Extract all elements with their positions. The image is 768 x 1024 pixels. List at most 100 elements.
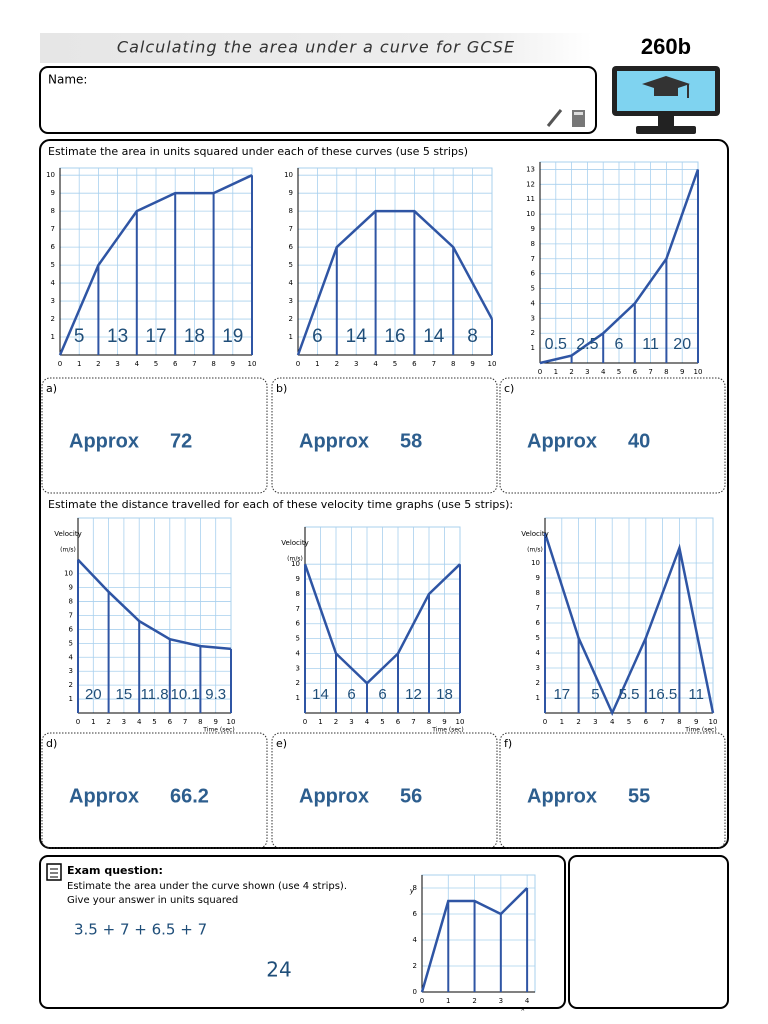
y-tick-label: 1 [51, 333, 55, 341]
x-tick-label: 2 [576, 718, 580, 726]
y-tick-label: 9 [289, 189, 293, 197]
strip-area: 11.8 [140, 686, 168, 703]
y-tick-label: 9 [51, 189, 55, 197]
x-tick-label: 10 [227, 718, 236, 726]
x-tick-label: 1 [318, 718, 322, 726]
strip-area: 12 [405, 686, 422, 703]
y-tick-label: 8 [536, 589, 540, 597]
y-tick-label: 1 [296, 694, 300, 702]
y-axis-label: Velocity [521, 530, 548, 538]
answer-value: 66.2 [170, 785, 209, 807]
working: 3.5 + 7 + 6.5 + 7 [74, 921, 207, 939]
x-tick-label: 2 [334, 718, 338, 726]
strip-area: 16 [384, 326, 405, 347]
approx-text: Approx [527, 785, 597, 807]
x-tick-label: 10 [456, 718, 465, 726]
x-tick-label: 1 [77, 360, 81, 368]
answer-label: d) [46, 737, 57, 750]
x-tick-label: 6 [412, 360, 417, 368]
y-axis-label: Velocity [54, 530, 81, 538]
x-tick-label: 5 [627, 718, 631, 726]
answer-value: 55 [628, 785, 650, 807]
x-tick-label: 7 [660, 718, 664, 726]
y-tick-label: 8 [69, 598, 73, 606]
answer-value: 40 [628, 430, 650, 452]
x-tick-label: 1 [560, 718, 564, 726]
x-tick-label: 9 [442, 718, 446, 726]
x-tick-label: 4 [525, 997, 530, 1005]
x-tick-label: 8 [677, 718, 681, 726]
approx-text: Approx [69, 430, 139, 452]
y-tick-label: 3 [289, 297, 293, 305]
x-tick-label: 5 [152, 718, 156, 726]
x-tick-label: 10 [488, 360, 497, 368]
exam-text: Estimate the area under the curve shown … [67, 881, 347, 892]
y-tick-label: 7 [531, 255, 535, 263]
x-tick-label: 5 [617, 368, 621, 376]
y-tick-label: 3 [69, 667, 73, 675]
strip-area: 14 [346, 326, 368, 347]
answer-box [271, 377, 498, 494]
x-tick-label: 9 [213, 718, 217, 726]
x-tick-label: 2 [472, 997, 476, 1005]
y-tick-label: 8 [289, 207, 293, 215]
x-tick-label: 8 [427, 718, 431, 726]
y-tick-label: 7 [69, 612, 73, 620]
y-tick-label: 5 [296, 635, 300, 643]
y-tick-label: 6 [51, 243, 56, 251]
y-tick-label: 10 [64, 570, 73, 578]
approx-text: Approx [299, 430, 369, 452]
strip-area: 10.1 [170, 686, 199, 703]
y-tick-label: 2 [413, 962, 417, 970]
exam-text: Give your answer in units squared [67, 895, 238, 906]
trapezium-tops [77, 558, 232, 651]
y-axis-unit: (m/s) [527, 547, 543, 554]
x-tick-label: 8 [451, 360, 455, 368]
y-tick-label: 4 [531, 299, 536, 307]
name-box [39, 66, 597, 134]
y-tick-label: 9 [69, 584, 73, 592]
x-tick-label: 3 [115, 360, 119, 368]
strip-area: 14 [312, 686, 329, 703]
title: Calculating the area under a curve for G… [117, 38, 515, 57]
x-tick-label: 5 [393, 360, 397, 368]
y-tick-label: 4 [69, 653, 74, 661]
x-tick-label: 3 [499, 997, 503, 1005]
y-tick-label: 2 [69, 681, 73, 689]
strip-area: 16.5 [648, 686, 677, 703]
strip-area: 6 [347, 686, 355, 703]
y-tick-label: 4 [296, 649, 301, 657]
answer-box [41, 732, 268, 849]
x-tick-label: 9 [694, 718, 698, 726]
y-tick-label: 5 [69, 639, 73, 647]
y-tick-label: 4 [51, 279, 56, 287]
y-tick-label: 6 [296, 620, 301, 628]
y-tick-label: 5 [289, 261, 293, 269]
y-tick-label: 3 [531, 314, 535, 322]
x-tick-label: 10 [248, 360, 257, 368]
y-tick-label: 2 [536, 679, 540, 687]
y-tick-label: 6 [69, 625, 74, 633]
trapezium-tops [296, 209, 494, 356]
strip-area: 13 [107, 326, 128, 347]
y-tick-label: 3 [536, 664, 540, 672]
x-tick-label: 10 [694, 368, 703, 376]
strip-area: 5 [74, 326, 85, 347]
answer-label: e) [276, 737, 287, 750]
x-tick-label: 0 [76, 718, 80, 726]
x-tick-label: 3 [593, 718, 597, 726]
strip-area: 5 [591, 686, 599, 703]
answer-label: f) [504, 737, 512, 750]
y-tick-label: 3 [296, 664, 300, 672]
x-tick-label: 6 [644, 718, 649, 726]
trapezium-tops [303, 563, 461, 685]
y-tick-label: 4 [413, 936, 418, 944]
answer-space [568, 855, 729, 1009]
y-tick-label: 7 [289, 225, 293, 233]
y-tick-label: 2 [51, 315, 55, 323]
y-tick-label: 5 [51, 261, 55, 269]
x-tick-label: 3 [354, 360, 358, 368]
monitor-icon [612, 66, 720, 134]
y-tick-label: 12 [526, 180, 535, 188]
